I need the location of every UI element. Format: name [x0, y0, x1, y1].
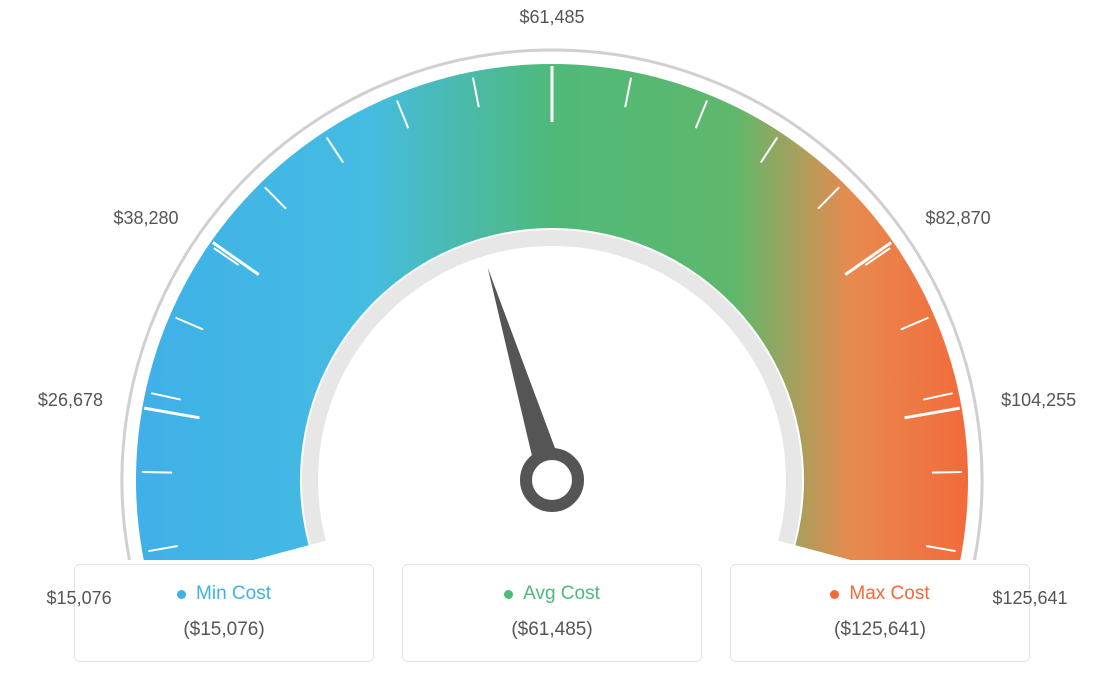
cost-gauge-chart: { "gauge": { "type": "gauge", "min_value…: [0, 0, 1104, 690]
card-min-value: ($15,076): [75, 619, 373, 641]
dot-icon: [830, 590, 839, 599]
tick-label: $104,255: [1001, 390, 1076, 411]
tick-label: $61,485: [520, 7, 585, 28]
tick-label: $15,076: [47, 588, 112, 609]
dot-icon: [504, 590, 513, 599]
gauge-svg: [12, 20, 1092, 560]
tick-label: $38,280: [113, 208, 178, 229]
tick-label: $82,870: [926, 208, 991, 229]
card-max-title-text: Max Cost: [849, 583, 929, 605]
card-max: Max Cost ($125,641): [730, 564, 1030, 662]
card-min: Min Cost ($15,076): [74, 564, 374, 662]
card-max-title: Max Cost: [830, 583, 929, 605]
card-min-title-text: Min Cost: [196, 583, 271, 605]
card-avg-value: ($61,485): [403, 619, 701, 641]
card-max-value: ($125,641): [731, 619, 1029, 641]
tick-label: $26,678: [38, 390, 103, 411]
card-avg-title-text: Avg Cost: [523, 583, 600, 605]
gauge-area: $15,076$26,678$38,280$61,485$82,870$104,…: [20, 20, 1084, 560]
card-avg: Avg Cost ($61,485): [402, 564, 702, 662]
card-avg-title: Avg Cost: [504, 583, 600, 605]
tick-label: $125,641: [992, 588, 1067, 609]
legend-row: Min Cost ($15,076) Avg Cost ($61,485) Ma…: [20, 564, 1084, 662]
dot-icon: [177, 590, 186, 599]
card-min-title: Min Cost: [177, 583, 271, 605]
